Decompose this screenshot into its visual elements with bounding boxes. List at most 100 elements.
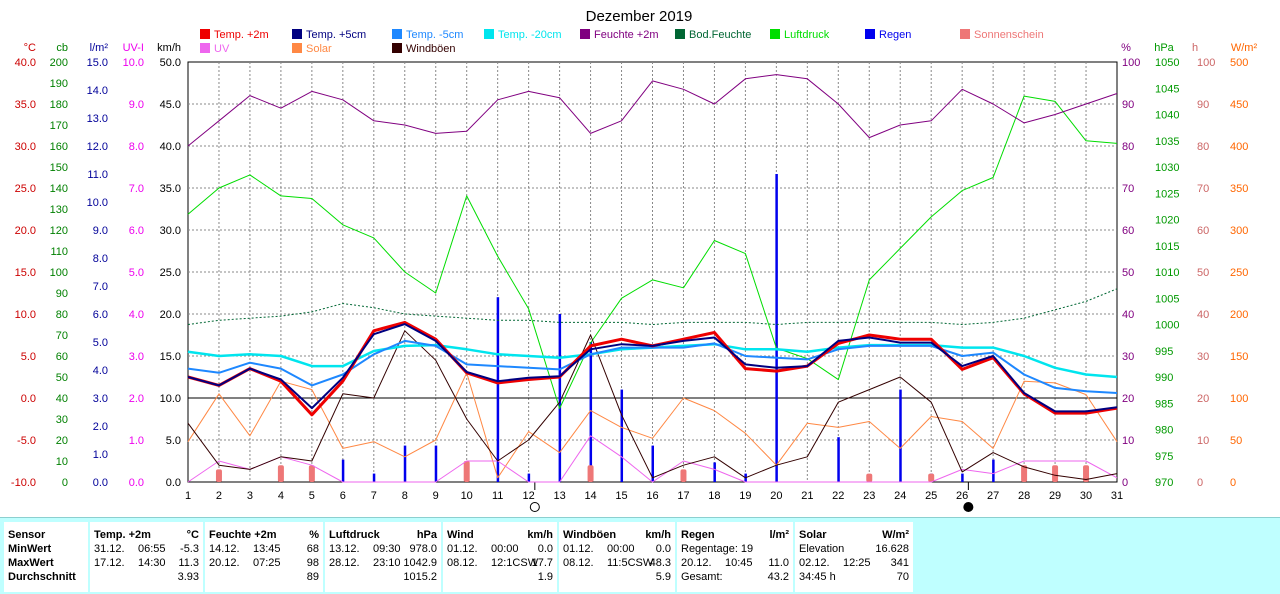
right-axis-tick-label: 40 (1197, 309, 1209, 321)
stats-header: Temp. +2m °C (90, 528, 203, 542)
right-axis-tick-label: 20 (1122, 393, 1134, 405)
right-axis-tick-label: 1050 (1155, 57, 1179, 69)
left-axis-tick-label: 35.0 (160, 183, 181, 195)
stats-panel-windb-en: Windböen km/h 01.12. 00:00 0.0 08.12. 11:5CSW 4… (559, 522, 675, 592)
rain-bar (589, 342, 593, 482)
right-axis-tick-label: 300 (1230, 225, 1248, 237)
right-axis-tick-label: 1045 (1155, 83, 1179, 95)
stats-cell: 11.0 (768, 557, 789, 569)
stats-cell: 98 (306, 557, 319, 569)
stats-cell: 06:55 (138, 543, 166, 555)
left-axis: km/h 50.0 45.0 40.0 35.0 30.0 25.0 20.0 15.0 10.0… (157, 42, 181, 489)
stats-cell: 00:00 (607, 543, 635, 555)
right-axis-tick-label: 970 (1155, 477, 1173, 489)
stats-cell: 978.0 (409, 543, 437, 555)
x-tick-label: 1 (185, 490, 191, 502)
x-tick-label: 30 (1080, 490, 1092, 502)
stats-cell: MaxWert (8, 557, 54, 569)
left-axis-tick-label: 14.0 (87, 85, 108, 97)
x-tick-label: 26 (956, 490, 968, 502)
stats-cell: 09:30 (373, 543, 401, 555)
legend-label: UV (214, 43, 230, 55)
x-tick-label: 13 (553, 490, 565, 502)
left-axis-tick-label: 30.0 (15, 141, 36, 153)
left-axis-tick-label: 70 (56, 330, 68, 342)
stats-row: MaxWert (4, 556, 88, 570)
left-axis-tick-label: 6.0 (93, 309, 108, 321)
left-axis-tick-label: 4.0 (129, 309, 144, 321)
stats-cell: 0.0 (537, 543, 553, 555)
left-axis-tick-label: 11.0 (87, 169, 108, 181)
legend-swatch (292, 29, 302, 39)
series-line-temp-5cm (187, 339, 1118, 394)
stats-cell: Regentage: 19 (681, 543, 754, 555)
left-axis-tick-label: 10.0 (123, 57, 144, 69)
right-axis-tick-label: 1020 (1155, 215, 1179, 227)
stats-cell: 341 (890, 557, 909, 569)
rain-bar (651, 445, 654, 482)
stats-cell: 13:45 (253, 543, 281, 555)
stats-row: 1.9 (443, 570, 557, 584)
stats-row: 13.12. 09:30 978.0 (325, 542, 441, 556)
legend-swatch (865, 29, 875, 39)
right-axis-tick-label: 450 (1230, 99, 1248, 111)
right-axis-tick-label: 1025 (1155, 188, 1179, 200)
right-axis-tick-label: 1005 (1155, 293, 1179, 305)
stats-header-unit: W/m² (882, 529, 909, 541)
left-axis-tick-label: 4.0 (93, 365, 108, 377)
stats-cell: 1.9 (537, 571, 553, 583)
left-axis-tick-label: 40.0 (160, 141, 181, 153)
stats-cell: 08.12. (563, 557, 594, 569)
x-tick-label: 28 (1018, 490, 1030, 502)
sunshine-bar (1021, 465, 1028, 482)
x-tick-label: 3 (247, 490, 253, 502)
legend-swatch (960, 29, 970, 39)
stats-row: 08.12. 11:5CSW 48.3 (559, 556, 675, 570)
rain-bar (775, 174, 778, 482)
stats-row: Gesamt: 43.2 (677, 570, 793, 584)
legend-label: Sonnenschein (974, 29, 1044, 41)
right-axis-tick-label: 50 (1122, 267, 1134, 279)
x-tick-label: 2 (216, 490, 222, 502)
series-line-uv (187, 435, 1118, 483)
stats-cell: 5.9 (655, 571, 671, 583)
stats-header-label: Sensor (8, 529, 46, 541)
left-axis-unit: UV-I (123, 42, 144, 54)
legend-item: Sonnenschein (960, 29, 1044, 41)
x-tick-label: 25 (925, 490, 937, 502)
stats-cell: 34:45 h (799, 571, 836, 583)
legend-item: Temp. -5cm (392, 29, 463, 41)
legend-swatch (392, 43, 402, 53)
stats-header-label: Solar (799, 529, 827, 541)
left-axis-tick-label: 120 (50, 225, 68, 237)
right-axis-tick-label: 60 (1197, 225, 1209, 237)
full-moon-icon (529, 502, 540, 512)
x-tick-label: 11 (492, 490, 503, 502)
left-axis-tick-label: 10.0 (87, 197, 108, 209)
stats-row: 5.9 (559, 570, 675, 584)
x-tick-label: 15 (615, 490, 627, 502)
left-axis-tick-label: 25.0 (15, 183, 36, 195)
x-tick-label: 5 (309, 490, 315, 502)
stats-cell: 14:30 (138, 557, 166, 569)
stats-cell: 43.2 (767, 571, 789, 583)
stats-cell: 17.12. (94, 557, 125, 569)
legend-label: Windböen (406, 43, 456, 55)
stats-cell: 11.3 (178, 557, 199, 569)
right-axis-tick-label: 500 (1230, 57, 1248, 69)
right-axis-tick-label: 20 (1197, 393, 1209, 405)
right-axis-tick-label: 90 (1122, 99, 1134, 111)
stats-cell: Durchschnitt (8, 571, 76, 583)
left-axis-tick-label: 140 (50, 183, 68, 195)
right-axis-tick-label: 200 (1230, 309, 1248, 321)
sunshine-bar (680, 469, 687, 482)
x-tick-label: 31 (1111, 490, 1123, 502)
right-axis-tick-label: 50 (1197, 267, 1209, 279)
sunshine-bar (215, 469, 222, 482)
left-axis-tick-label: 3.0 (93, 393, 108, 405)
rain-bar (403, 445, 407, 482)
x-tick-label: 21 (801, 490, 813, 502)
left-axis-tick-label: 150 (50, 162, 68, 174)
